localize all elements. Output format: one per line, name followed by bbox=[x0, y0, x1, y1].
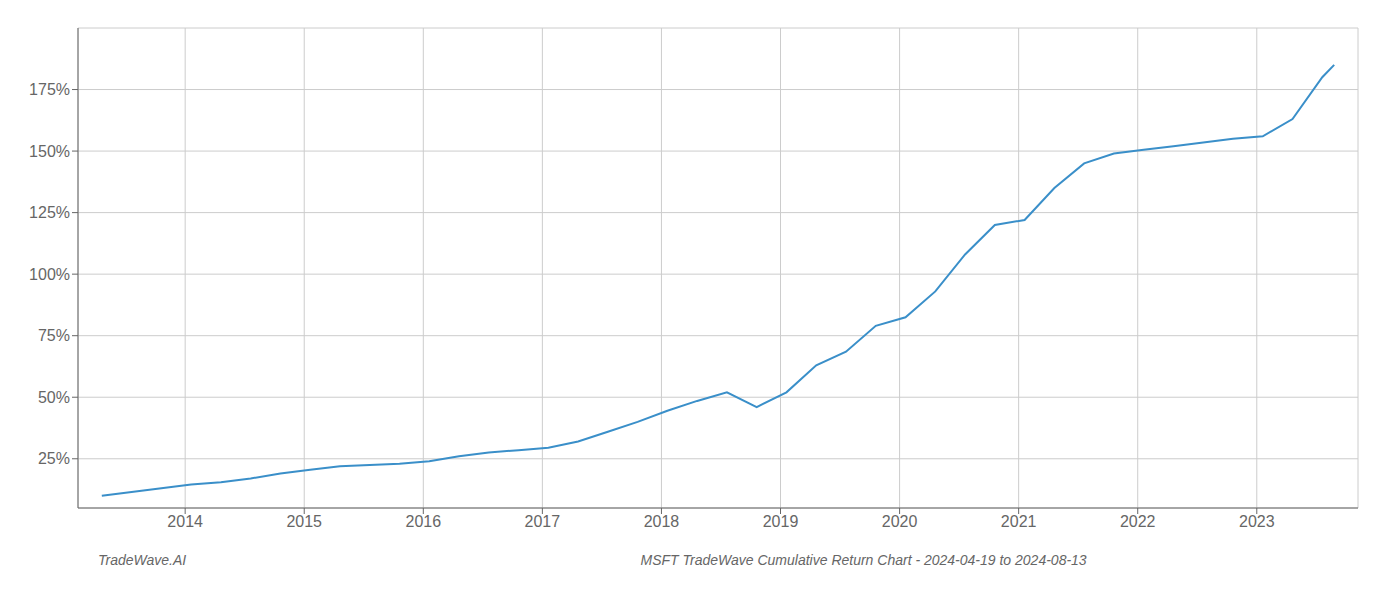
svg-text:2020: 2020 bbox=[882, 513, 918, 530]
svg-text:2017: 2017 bbox=[525, 513, 561, 530]
svg-text:2015: 2015 bbox=[286, 513, 322, 530]
svg-text:2014: 2014 bbox=[167, 513, 203, 530]
svg-text:2023: 2023 bbox=[1239, 513, 1275, 530]
svg-text:75%: 75% bbox=[38, 327, 70, 344]
svg-text:2018: 2018 bbox=[644, 513, 680, 530]
svg-text:150%: 150% bbox=[29, 143, 70, 160]
svg-text:2016: 2016 bbox=[406, 513, 442, 530]
svg-text:50%: 50% bbox=[38, 389, 70, 406]
html-text:TradeWave.AI: TradeWave.AI bbox=[98, 552, 187, 568]
svg-text:175%: 175% bbox=[29, 81, 70, 98]
svg-text:2021: 2021 bbox=[1001, 513, 1037, 530]
svg-text:125%: 125% bbox=[29, 204, 70, 221]
svg-text:100%: 100% bbox=[29, 266, 70, 283]
svg-text:2022: 2022 bbox=[1120, 513, 1156, 530]
svg-text:25%: 25% bbox=[38, 450, 70, 467]
svg-text:2019: 2019 bbox=[763, 513, 799, 530]
html-text:MSFT TradeWave Cumulative Retu: MSFT TradeWave Cumulative Return Chart -… bbox=[640, 552, 1087, 568]
